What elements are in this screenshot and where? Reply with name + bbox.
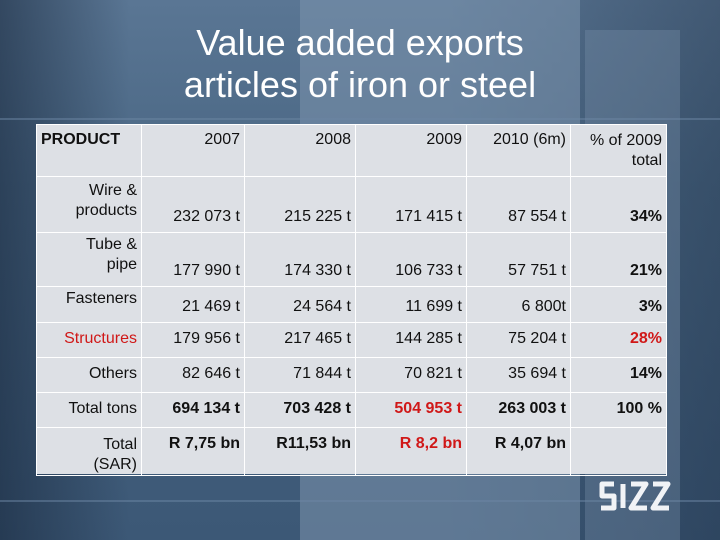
slide-title: Value added exports articles of iron or … bbox=[0, 22, 720, 106]
row-product: Total tons bbox=[36, 392, 142, 428]
header-pct-line-1: % of 2009 bbox=[589, 132, 662, 149]
header-2010: 2010 (6m) bbox=[466, 124, 571, 177]
product-line-2: products bbox=[75, 202, 137, 219]
row-product: Wire & products bbox=[36, 176, 142, 233]
background-rail bbox=[0, 118, 720, 120]
cell-2010: 6 800t bbox=[466, 286, 571, 323]
cell-pct: 14% bbox=[570, 357, 667, 393]
table-header-row: PRODUCT 2007 2008 2009 2010 (6m) % of 20… bbox=[36, 124, 667, 177]
cell-2007: 232 073 t bbox=[141, 176, 245, 233]
cell-2010: 263 003 t bbox=[466, 392, 571, 428]
table-row: Tube & pipe 177 990 t 174 330 t 106 733 … bbox=[36, 232, 667, 287]
header-2007: 2007 bbox=[141, 124, 245, 177]
cell-pct: 34% bbox=[570, 176, 667, 233]
product-line-1: Total bbox=[103, 436, 137, 453]
cell-2009: 11 699 t bbox=[355, 286, 467, 323]
cell-2008: 71 844 t bbox=[244, 357, 356, 393]
cell-pct: 28% bbox=[570, 322, 667, 358]
header-2008: 2008 bbox=[244, 124, 356, 177]
cell-2007: 82 646 t bbox=[141, 357, 245, 393]
cell-2007: 21 469 t bbox=[141, 286, 245, 323]
cell-2008: 215 225 t bbox=[244, 176, 356, 233]
product-line-1: Wire & bbox=[89, 182, 137, 199]
cell-2008: 703 428 t bbox=[244, 392, 356, 428]
cell-pct bbox=[570, 427, 667, 476]
cell-pct: 3% bbox=[570, 286, 667, 323]
cell-2009: 171 415 t bbox=[355, 176, 467, 233]
header-pct: % of 2009 total bbox=[570, 124, 667, 177]
row-product: Structures bbox=[36, 322, 142, 358]
table-row: Wire & products 232 073 t 215 225 t 171 … bbox=[36, 176, 667, 233]
cell-2007: R 7,75 bn bbox=[141, 427, 245, 476]
cell-2010: 75 204 t bbox=[466, 322, 571, 358]
cell-2010: R 4,07 bn bbox=[466, 427, 571, 476]
product-line-1: Tube & bbox=[86, 236, 137, 253]
background-rail bbox=[0, 500, 720, 502]
table-row: Fasteners 21 469 t 24 564 t 11 699 t 6 8… bbox=[36, 286, 667, 323]
cell-2009: 70 821 t bbox=[355, 357, 467, 393]
cell-2009: 106 733 t bbox=[355, 232, 467, 287]
row-product: Others bbox=[36, 357, 142, 393]
title-line-1: Value added exports bbox=[196, 22, 524, 63]
cell-pct: 100 % bbox=[570, 392, 667, 428]
product-line-2: (SAR) bbox=[93, 456, 137, 473]
cell-pct: 21% bbox=[570, 232, 667, 287]
cell-2008: 174 330 t bbox=[244, 232, 356, 287]
product-line-2: pipe bbox=[106, 256, 137, 273]
table-row: Total (SAR) R 7,75 bn R11,53 bn R 8,2 bn… bbox=[36, 427, 667, 476]
company-logo-icon bbox=[599, 481, 671, 511]
exports-table: PRODUCT 2007 2008 2009 2010 (6m) % of 20… bbox=[36, 124, 667, 476]
title-line-2: articles of iron or steel bbox=[183, 64, 537, 105]
header-product: PRODUCT bbox=[36, 124, 142, 177]
table-row: Structures 179 956 t 217 465 t 144 285 t… bbox=[36, 322, 667, 358]
cell-2008: 217 465 t bbox=[244, 322, 356, 358]
cell-2010: 35 694 t bbox=[466, 357, 571, 393]
cell-2010: 87 554 t bbox=[466, 176, 571, 233]
header-pct-line-2: total bbox=[631, 152, 662, 169]
exports-table-panel: PRODUCT 2007 2008 2009 2010 (6m) % of 20… bbox=[36, 124, 667, 476]
cell-2008: 24 564 t bbox=[244, 286, 356, 323]
row-product: Fasteners bbox=[36, 286, 142, 323]
cell-2007: 177 990 t bbox=[141, 232, 245, 287]
row-product: Tube & pipe bbox=[36, 232, 142, 287]
table-row: Total tons 694 134 t 703 428 t 504 953 t… bbox=[36, 392, 667, 428]
table-row: Others 82 646 t 71 844 t 70 821 t 35 694… bbox=[36, 357, 667, 393]
cell-2008: R11,53 bn bbox=[244, 427, 356, 476]
cell-2009: 144 285 t bbox=[355, 322, 467, 358]
header-2009: 2009 bbox=[355, 124, 467, 177]
row-product: Total (SAR) bbox=[36, 427, 142, 476]
cell-2007: 694 134 t bbox=[141, 392, 245, 428]
cell-2009: R 8,2 bn bbox=[355, 427, 467, 476]
cell-2010: 57 751 t bbox=[466, 232, 571, 287]
cell-2009: 504 953 t bbox=[355, 392, 467, 428]
cell-2007: 179 956 t bbox=[141, 322, 245, 358]
